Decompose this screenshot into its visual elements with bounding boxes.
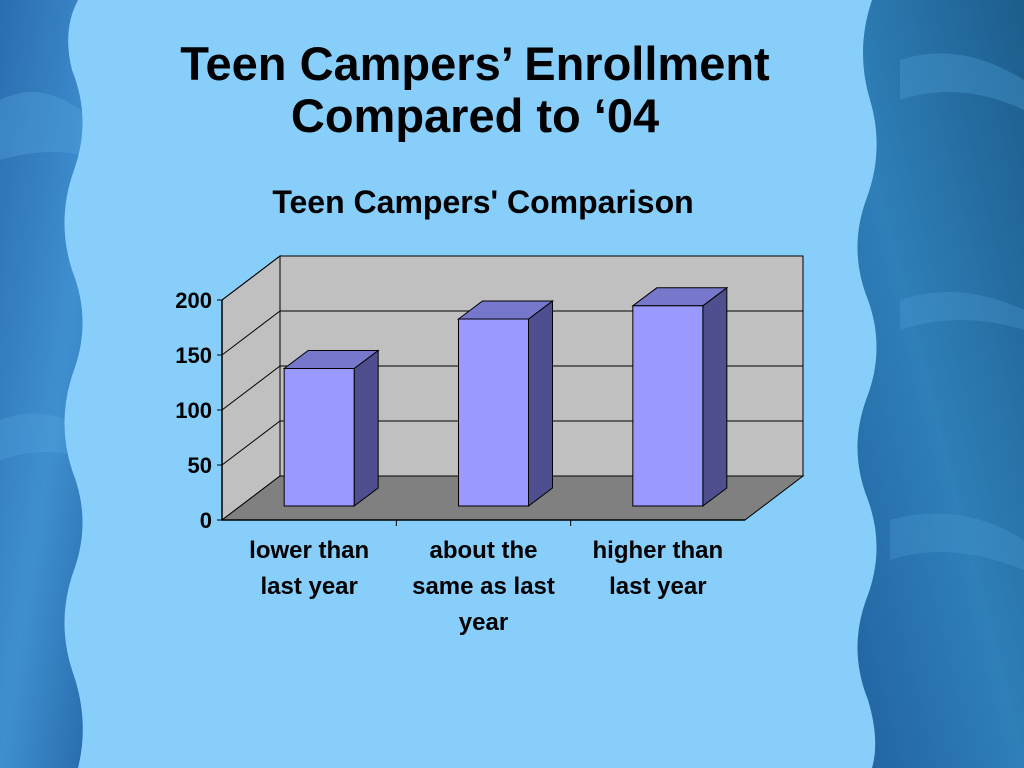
gridline — [221, 420, 803, 466]
x-tick-label-line: higher than — [592, 537, 723, 564]
x-tick-label-line: same as last — [412, 573, 555, 600]
x-tick-label-line: year — [459, 609, 508, 636]
slide-title: Teen Campers’ Enrollment Compared to ‘04 — [80, 38, 870, 142]
water-highlight — [890, 513, 1024, 570]
bar — [632, 305, 704, 507]
bar-side — [702, 286, 728, 507]
slide-title-line1: Teen Campers’ Enrollment — [180, 37, 770, 90]
chart-title: Teen Campers' Comparison — [272, 184, 693, 220]
gridline — [221, 255, 803, 301]
bar — [458, 318, 529, 507]
x-tick-label-line: about the — [430, 537, 538, 564]
gridline — [221, 365, 803, 411]
y-tick-label: 150 — [175, 343, 212, 368]
chart-labels: lower than last year about the same as last… — [249, 537, 723, 636]
y-tick-label: 200 — [175, 288, 212, 313]
x-tick-label-line: last year — [609, 573, 706, 600]
x-tick-label: higher than last year — [592, 537, 723, 600]
x-tick-label: about the same as last year — [412, 537, 555, 636]
x-tick-label-line: lower than — [249, 537, 369, 564]
y-tick-label: 0 — [200, 508, 212, 533]
chart-bars — [282, 286, 729, 507]
bar-side — [528, 300, 553, 507]
bar — [283, 368, 355, 507]
slide-title-line2: Compared to ‘04 — [290, 89, 660, 142]
gridline — [221, 310, 803, 356]
y-tick-label: 100 — [175, 398, 212, 423]
bar-side — [353, 349, 379, 507]
y-tick-label: 50 — [188, 453, 212, 478]
water-highlight — [900, 53, 1024, 110]
water-highlight — [900, 292, 1024, 330]
x-tick-label-line: last year — [260, 573, 357, 600]
chart-axes: 0 50 100 150 200 — [175, 255, 803, 533]
x-tick-label: lower than last year — [249, 537, 369, 600]
